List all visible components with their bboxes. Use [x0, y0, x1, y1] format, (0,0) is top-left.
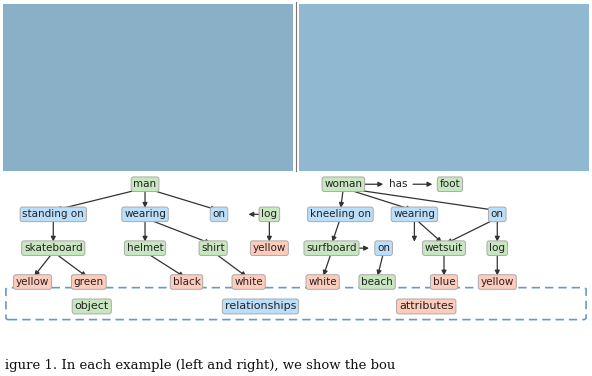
Text: shirt: shirt — [201, 243, 225, 253]
Text: white: white — [308, 277, 337, 287]
Text: man: man — [133, 179, 157, 189]
Text: on: on — [377, 243, 390, 253]
Text: wearing: wearing — [394, 209, 435, 219]
Text: on: on — [491, 209, 504, 219]
Text: white: white — [234, 277, 263, 287]
Text: igure 1. In each example (left and right), we show the bou: igure 1. In each example (left and right… — [5, 359, 395, 372]
Text: log: log — [261, 209, 278, 219]
Text: relationships: relationships — [225, 302, 296, 311]
Text: on: on — [213, 209, 226, 219]
Text: blue: blue — [433, 277, 455, 287]
Text: object: object — [75, 302, 109, 311]
Text: wearing: wearing — [124, 209, 166, 219]
Text: helmet: helmet — [127, 243, 163, 253]
Text: log: log — [489, 243, 506, 253]
Text: yellow: yellow — [481, 277, 514, 287]
Text: black: black — [172, 277, 201, 287]
Text: foot: foot — [440, 179, 460, 189]
Text: beach: beach — [361, 277, 393, 287]
Text: wetsuit: wetsuit — [425, 243, 463, 253]
Text: standing on: standing on — [22, 209, 84, 219]
Text: has: has — [388, 179, 407, 189]
FancyBboxPatch shape — [6, 288, 586, 320]
Text: surfboard: surfboard — [306, 243, 357, 253]
Bar — [3, 4, 293, 171]
Text: attributes: attributes — [399, 302, 453, 311]
Text: yellow: yellow — [16, 277, 49, 287]
Text: kneeling on: kneeling on — [310, 209, 371, 219]
Text: yellow: yellow — [253, 243, 286, 253]
Text: skateboard: skateboard — [24, 243, 83, 253]
Text: green: green — [74, 277, 104, 287]
Bar — [299, 4, 589, 171]
Text: woman: woman — [324, 179, 362, 189]
